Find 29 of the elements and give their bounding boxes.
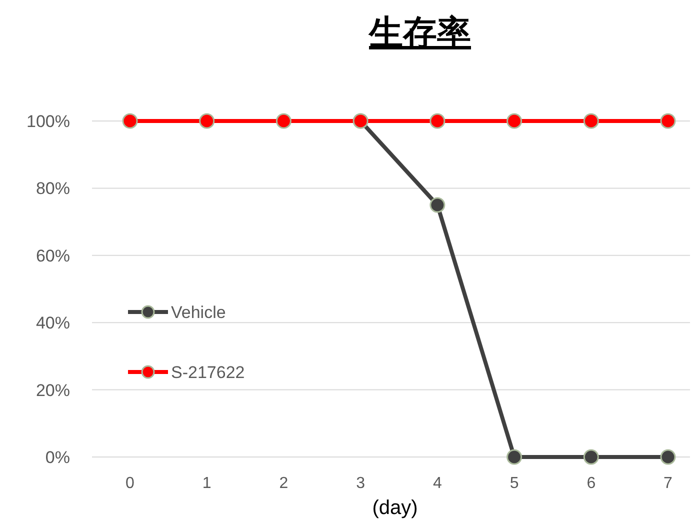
- x-axis-title: (day): [372, 497, 418, 519]
- point: [276, 113, 292, 129]
- point: [660, 449, 676, 465]
- y-tick-label: 80%: [36, 179, 70, 198]
- point: [583, 449, 599, 465]
- x-tick-label: 6: [586, 475, 596, 492]
- y-tick-label: 40%: [36, 314, 70, 333]
- y-tick-label: 100%: [26, 112, 70, 131]
- x-tick-label: 2: [279, 475, 288, 492]
- x-tick-label: 1: [202, 475, 212, 492]
- chart-title: 生存率: [368, 14, 471, 52]
- legend-label: Vehicle: [171, 303, 226, 322]
- x-tick-label: 3: [356, 475, 366, 492]
- point: [122, 113, 138, 129]
- point: [583, 113, 599, 129]
- y-tick-label: 0%: [45, 448, 70, 467]
- point: [660, 113, 676, 129]
- y-tick-label: 60%: [36, 246, 70, 266]
- x-tick-label: 0: [126, 475, 135, 492]
- point: [199, 113, 215, 129]
- x-tick-label: 7: [664, 475, 673, 492]
- point: [506, 449, 522, 465]
- x-tick-label: 4: [432, 475, 442, 492]
- point: [430, 197, 446, 213]
- point: [506, 113, 522, 129]
- legend-label: S-217622: [171, 363, 245, 382]
- x-tick-label: 5: [510, 475, 519, 492]
- y-tick-label: 20%: [36, 380, 70, 400]
- point: [430, 113, 446, 129]
